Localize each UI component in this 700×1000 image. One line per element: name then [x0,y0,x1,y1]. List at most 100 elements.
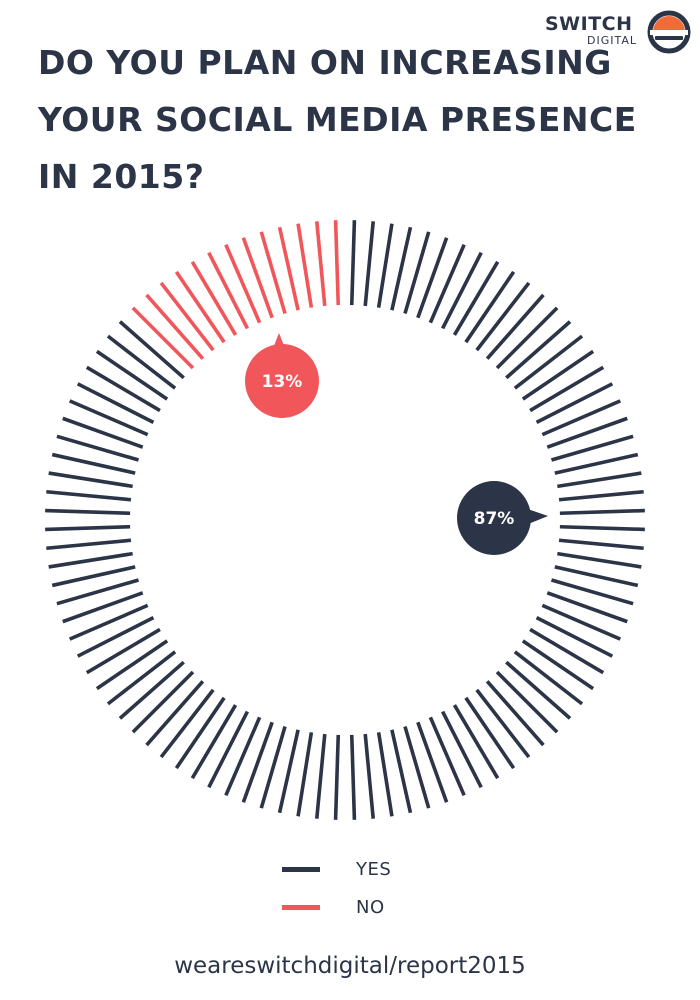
yes-tick [416,721,449,803]
no-callout: 13% [245,333,319,418]
yes-tick [557,471,642,489]
yes-tick [296,732,314,817]
yes-tick [505,320,572,380]
yes-tick [554,452,639,475]
yes-tick [46,489,132,502]
yes-tick [529,627,605,675]
yes-tick [51,452,136,475]
no-tick [145,293,205,360]
yes-tick [441,710,483,789]
no-tick [296,223,314,308]
yes-tick [495,306,559,370]
yes-tick [550,434,634,462]
yes-tick [376,223,394,308]
yes-tick [56,434,140,462]
yes-tick [452,704,500,780]
yes-tick [535,616,614,658]
yes-value-label: 87% [474,509,515,529]
footer-url: weareswitchdigital/report2015 [174,953,526,979]
yes-tick [403,231,431,315]
yes-tick [85,365,161,413]
yes-tick [106,650,177,706]
no-callout-bubble [245,344,319,418]
yes-tick [56,578,140,606]
yes-tick [62,416,144,449]
yes-tick [68,603,149,641]
yes-tick [554,565,639,588]
legend-swatch-yes [282,866,320,872]
yes-tick [505,660,572,720]
chart-title: DO YOU PLAN ON INCREASING YOUR SOCIAL ME… [38,43,637,196]
logo-wordmark-top: SWITCH [545,13,633,35]
legend-item-no: NO [282,888,391,926]
yes-tick [85,627,161,675]
yes-tick [314,733,327,819]
yes-tick [259,725,287,809]
yes-tick [464,270,516,344]
legend-swatch-no [282,904,320,910]
yes-tick [513,334,584,390]
switch-digital-logo: SWITCH DIGITAL [545,10,695,56]
no-tick [241,237,274,319]
donut-ticks [45,220,645,820]
yes-tick [76,616,155,658]
yes-tick [464,696,516,770]
no-tick [314,221,327,307]
legend-item-yes: YES [282,850,391,888]
no-tick [333,220,341,306]
yes-tick [46,538,132,551]
yes-tick [333,734,341,820]
yes-tick [485,293,545,360]
yes-tick [485,680,545,747]
yes-tick [376,732,394,817]
no-tick [207,251,249,330]
yes-tick [131,670,195,734]
yes-tick [349,220,357,306]
yes-tick [521,349,595,401]
yes-tick [76,382,155,424]
yes-tick [557,551,642,569]
yes-tick [541,603,622,641]
yes-tick [535,382,614,424]
yes-tick [475,281,531,352]
yes-tick [546,416,628,449]
yes-tick [190,704,238,780]
yes-tick [118,320,185,380]
chart-legend: YES NO [282,850,391,926]
no-tick [224,243,262,324]
no-tick [174,270,226,344]
no-tick [131,306,195,370]
yes-tick [452,260,500,336]
yes-tick [45,524,131,532]
yes-tick [174,696,226,770]
logo-circle-icon [647,10,691,54]
yes-tick [62,591,144,624]
yes-tick [513,650,584,706]
yes-tick [363,221,376,307]
yes-tick [521,639,595,691]
no-tick [159,281,215,352]
yes-tick [428,716,466,797]
yes-tick [95,349,169,401]
logo-wordmark-bottom: DIGITAL [587,34,638,47]
yes-tick [349,734,357,820]
yes-tick [428,243,466,324]
yes-tick [559,524,645,532]
yes-tick [118,660,185,720]
yes-tick [207,710,249,789]
no-tick [190,260,238,336]
yes-tick [45,508,131,516]
yes-tick [241,721,274,803]
yes-tick [495,670,559,734]
yes-tick [441,251,483,330]
yes-tick [95,639,169,691]
no-tick [277,226,300,311]
legend-label-no: NO [356,896,385,918]
yes-tick [403,725,431,809]
yes-callout-bubble [457,481,531,555]
no-value-label: 13% [262,372,303,392]
yes-tick [550,578,634,606]
yes-tick [145,680,205,747]
no-tick [259,231,287,315]
